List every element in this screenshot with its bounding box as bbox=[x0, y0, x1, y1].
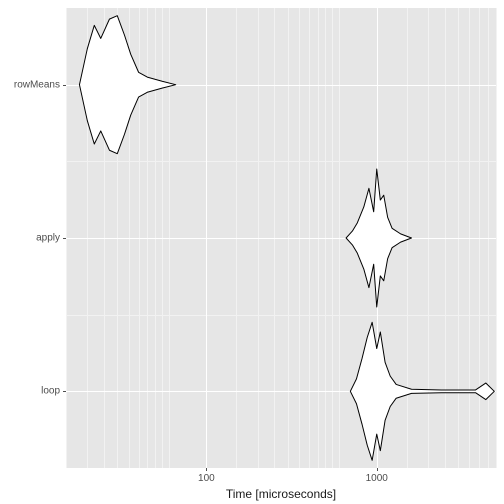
violin-apply bbox=[346, 169, 411, 307]
violins-layer bbox=[66, 8, 496, 468]
x-tick-mark bbox=[206, 468, 207, 471]
violin-loop bbox=[350, 322, 494, 460]
x-tick-label: 1000 bbox=[366, 473, 388, 484]
y-tick-mark bbox=[63, 238, 66, 239]
plot-panel bbox=[66, 8, 496, 468]
violin-rowMeans bbox=[79, 16, 175, 154]
x-axis-title: Time [microseconds] bbox=[226, 487, 336, 501]
x-tick-label: 100 bbox=[198, 473, 215, 484]
benchmark-violin-chart: Time [microseconds] 100 1000 loop apply rowM… bbox=[0, 0, 504, 504]
x-tick-mark bbox=[377, 468, 378, 471]
y-tick-label: rowMeans bbox=[14, 79, 60, 90]
y-tick-mark bbox=[63, 85, 66, 86]
y-tick-label: apply bbox=[36, 233, 60, 244]
y-tick-label: loop bbox=[41, 386, 60, 397]
y-tick-mark bbox=[63, 391, 66, 392]
